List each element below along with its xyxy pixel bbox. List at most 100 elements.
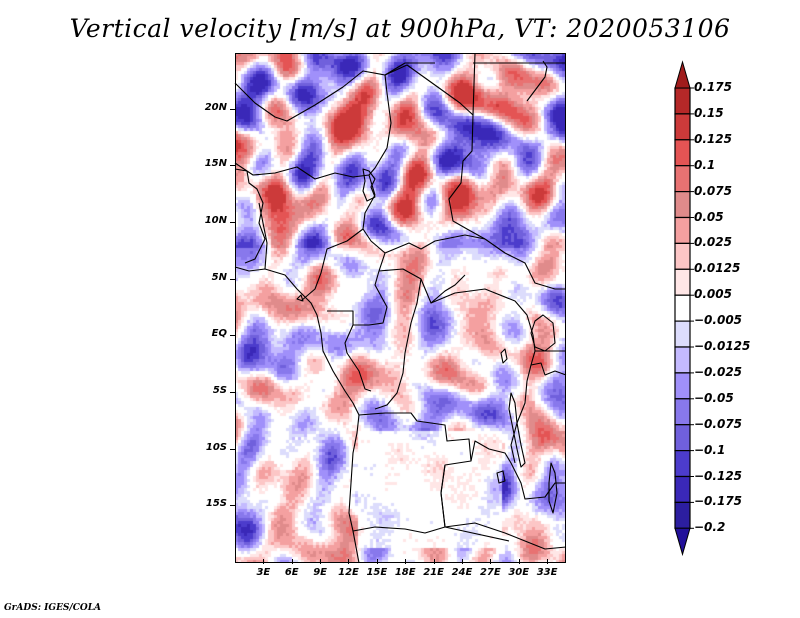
- colorbar-level-label: 0.075: [694, 183, 732, 198]
- y-tick-label: 15N: [204, 158, 227, 170]
- colorbar-swatch: [674, 398, 691, 426]
- x-tick-label: 3E: [256, 567, 271, 578]
- y-tick-mark: [230, 335, 235, 337]
- colorbar-swatch: [674, 191, 691, 219]
- border-congo-drc: [374, 278, 422, 410]
- colorbar-swatch: [674, 113, 691, 141]
- y-tick-mark: [230, 165, 235, 167]
- x-tick-mark: [376, 559, 378, 564]
- map-panel: [234, 52, 567, 564]
- coastline-gulf-of-guinea: [234, 266, 360, 564]
- border-mali: [234, 168, 266, 264]
- x-tick-mark: [263, 559, 265, 564]
- border-car-drc: [430, 288, 534, 336]
- border-algeria-niger: [234, 62, 435, 122]
- y-tick-mark: [230, 505, 235, 507]
- colorbar-swatch: [674, 320, 691, 348]
- y-tick-label: 10S: [205, 441, 227, 453]
- colorbar-swatch: [674, 216, 691, 244]
- colorbar-level-label: 0.1: [694, 157, 716, 172]
- x-tick-label: 6E: [284, 567, 299, 578]
- x-tick-mark: [348, 559, 350, 564]
- x-tick-mark: [461, 559, 463, 564]
- lake-victoria: [530, 314, 556, 352]
- chart-title: Vertical velocity [m/s] at 900hPa, VT: 2…: [69, 14, 731, 43]
- border-libya-chad: [384, 52, 476, 116]
- x-tick-mark: [320, 559, 322, 564]
- border-angola-namibia: [352, 526, 446, 534]
- x-tick-label: 24E: [451, 567, 473, 578]
- lake-malawi: [548, 462, 558, 514]
- red-sea-coast: [526, 60, 548, 102]
- x-tick-mark: [291, 559, 293, 564]
- colorbar-swatch: [674, 424, 691, 452]
- vertical-velocity-field: [235, 53, 566, 563]
- y-tick-label: 10N: [204, 215, 227, 226]
- y-tick-label: 20N: [204, 101, 227, 113]
- colorbar-level-label: −0.05: [694, 390, 734, 405]
- border-cameroon-gabon: [327, 306, 388, 326]
- x-tick-mark: [518, 559, 520, 564]
- y-tick-mark: [230, 108, 235, 110]
- colorbar-level-label: 0.15: [694, 105, 724, 120]
- border-gabon-congo: [344, 324, 372, 392]
- y-tick-label: 5N: [211, 271, 227, 283]
- colorbar-swatch: [674, 87, 691, 115]
- country-borders: [234, 52, 567, 564]
- colorbar-level-label: −0.125: [694, 468, 743, 483]
- colorbar-level-label: −0.2: [694, 520, 726, 535]
- border-namibia-zambia: [444, 522, 567, 550]
- coastline-bioko: [296, 294, 304, 302]
- colorbar-swatch: [674, 165, 691, 193]
- border-nigeria-niger: [234, 162, 370, 180]
- lake-mweru: [496, 470, 506, 484]
- border-niger-chad: [368, 74, 392, 176]
- x-tick-label: 33E: [536, 567, 558, 578]
- colorbar-level-label: −0.075: [694, 416, 743, 431]
- border-cameroon-chad: [362, 228, 388, 308]
- border-zambia: [470, 440, 566, 500]
- border-angola-zambia: [440, 464, 446, 528]
- x-tick-mark: [547, 559, 549, 564]
- y-tick-label: 15S: [205, 498, 227, 510]
- colorbar-swatch: [674, 242, 691, 270]
- y-tick-mark: [230, 392, 235, 393]
- colorbar-level-label: −0.005: [694, 313, 743, 328]
- border-benin-nigeria: [258, 202, 268, 270]
- x-tick-label: 21E: [423, 567, 444, 578]
- colorbar-swatch: [674, 346, 691, 374]
- colorbar-level-label: −0.025: [694, 364, 743, 379]
- grads-credit: GrADS: IGES/COLA: [4, 603, 102, 613]
- colorbar-level-label: 0.0125: [694, 261, 741, 276]
- x-tick-label: 27E: [479, 567, 501, 578]
- x-tick-label: 15E: [366, 567, 388, 578]
- colorbar-swatch: [674, 501, 691, 529]
- colorbar-swatch: [674, 372, 691, 400]
- colorbar-swatch: [674, 450, 691, 478]
- colorbar-swatch: [674, 294, 691, 322]
- border-drc-angola: [358, 412, 510, 542]
- colorbar-level-label: −0.0125: [694, 339, 751, 353]
- colorbar-arrow-bottom: [674, 527, 691, 557]
- colorbar-level-label: 0.005: [694, 287, 732, 302]
- lake-kivu: [500, 348, 508, 364]
- x-tick-mark: [490, 559, 492, 564]
- colorbar-swatch: [674, 268, 691, 296]
- colorbar-swatch: [674, 139, 691, 167]
- colorbar-level-label: 0.175: [694, 80, 732, 94]
- y-tick-mark: [230, 278, 235, 280]
- y-tick-mark: [230, 448, 235, 450]
- border-rwanda: [530, 362, 567, 376]
- border-chad-sudan: [448, 114, 486, 240]
- border-chad-car: [384, 234, 486, 254]
- colorbar-swatch: [674, 475, 691, 503]
- border-car-congo: [378, 268, 466, 304]
- x-tick-label: 18E: [394, 567, 416, 578]
- x-tick-label: 30E: [508, 567, 530, 578]
- lake-chad: [362, 168, 376, 202]
- colorbar-level-label: −0.175: [694, 494, 743, 509]
- lake-tanganyika: [508, 392, 526, 468]
- y-tick-label: EQ: [211, 328, 227, 340]
- border-nigeria-cameroon: [300, 174, 376, 302]
- x-tick-mark: [433, 559, 435, 564]
